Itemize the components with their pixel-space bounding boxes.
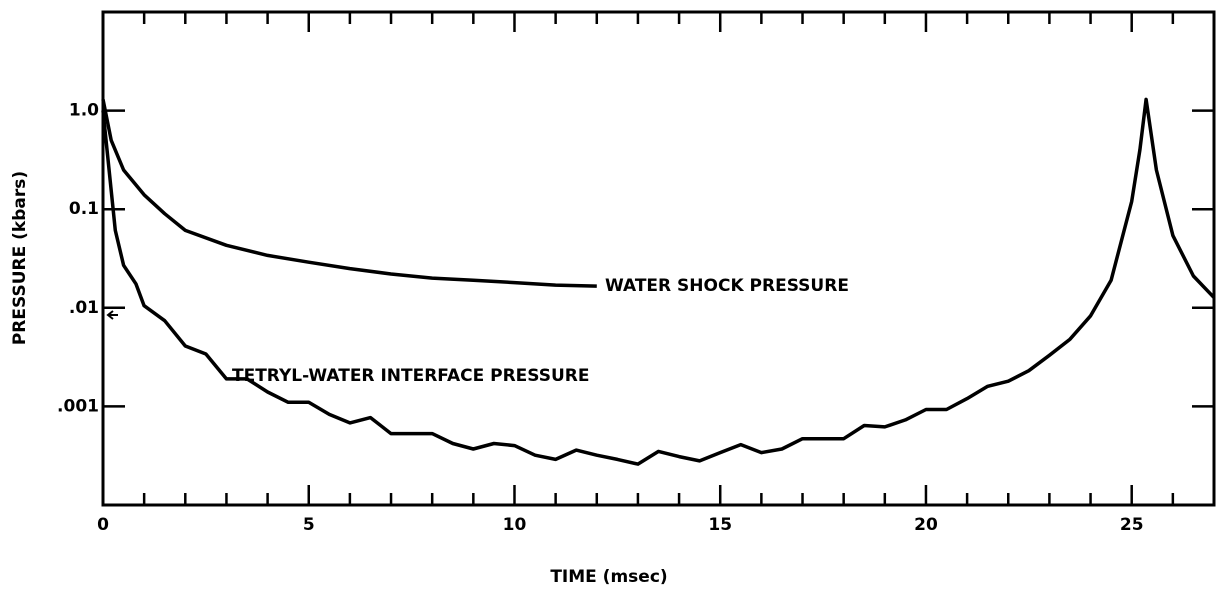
x-axis-label: TIME (msec)	[550, 567, 667, 587]
y-tick-label: .001	[57, 396, 99, 416]
x-tick-label: 15	[708, 515, 732, 535]
series-label: WATER SHOCK PRESSURE	[605, 276, 849, 296]
series-line	[101, 99, 597, 288]
y-tick-label: 0.1	[69, 199, 99, 219]
y-axis-label: PRESSURE (kbars)	[10, 171, 30, 345]
y-tick-label: 1.0	[69, 101, 99, 121]
arrow	[106, 310, 118, 320]
x-tick-label: 0	[97, 515, 109, 535]
x-tick-label: 10	[503, 515, 527, 535]
series-line	[101, 97, 1216, 466]
x-tick-label: 5	[303, 515, 315, 535]
x-tick-label: 20	[914, 515, 938, 535]
plot-frame	[101, 10, 1216, 507]
y-tick-label: .01	[69, 298, 99, 318]
x-tick-label: 25	[1120, 515, 1144, 535]
series-label: TETRYL-WATER INTERFACE PRESSURE	[232, 366, 590, 386]
